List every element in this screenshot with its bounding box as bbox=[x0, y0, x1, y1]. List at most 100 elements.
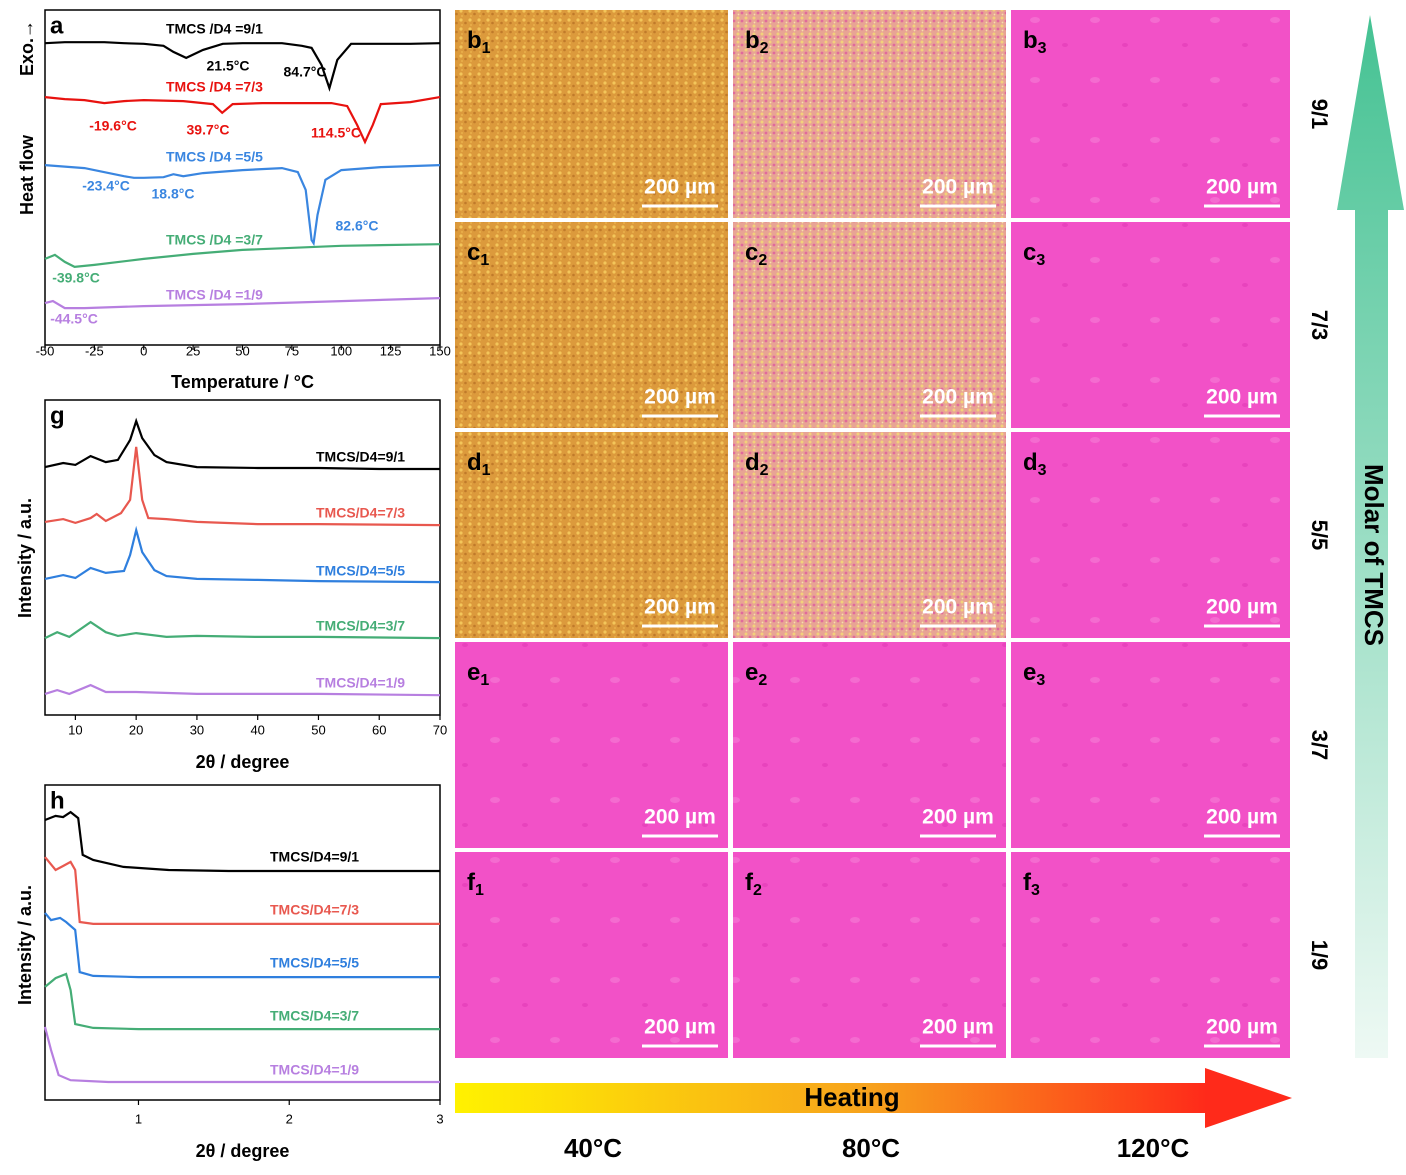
column-temperature: 120°C bbox=[1117, 1133, 1190, 1163]
scale-bar-label: 200 µm bbox=[1206, 386, 1278, 409]
micrograph bbox=[455, 852, 728, 1058]
x-tick-label: 20 bbox=[129, 722, 143, 737]
panel-letter: b bbox=[467, 27, 482, 54]
micrograph bbox=[733, 432, 1006, 638]
row-ratio: 1/9 bbox=[1307, 940, 1332, 971]
legend-label: TMCS/D4=7/3 bbox=[270, 902, 359, 918]
micrograph bbox=[733, 10, 1006, 218]
panel-label: g bbox=[50, 402, 65, 429]
panel-subscript: 2 bbox=[753, 882, 762, 899]
scale-bar-label: 200 µm bbox=[644, 596, 716, 619]
panel-subscript: 2 bbox=[760, 40, 769, 57]
molar-arrow bbox=[1337, 15, 1404, 1058]
peak-annotation: 114.5°C bbox=[311, 125, 361, 141]
panel-label: b1 bbox=[467, 27, 491, 57]
x-axis-title: Temperature / °C bbox=[171, 372, 314, 392]
scale-bar-label: 200 µm bbox=[922, 176, 994, 199]
panel-letter: b bbox=[745, 27, 760, 54]
peak-annotation: 39.7°C bbox=[187, 122, 230, 138]
scale-bar-label: 200 µm bbox=[922, 1016, 994, 1039]
panel-label: h bbox=[50, 787, 65, 814]
panel-letter: e bbox=[1023, 659, 1036, 686]
legend-label: TMCS /D4 =7/3 bbox=[166, 79, 263, 95]
scale-bar-label: 200 µm bbox=[644, 176, 716, 199]
panel-letter: e bbox=[745, 659, 758, 686]
series-line bbox=[44, 620, 441, 640]
panel-subscript: 1 bbox=[482, 462, 491, 479]
row-ratio: 7/3 bbox=[1307, 310, 1332, 341]
legend-label: TMCS/D4=5/5 bbox=[270, 955, 359, 971]
series-line bbox=[44, 912, 440, 979]
scale-bar-label: 200 µm bbox=[1206, 806, 1278, 829]
molar-label: Molar of TMCS bbox=[1359, 464, 1389, 646]
micrograph bbox=[1011, 432, 1290, 638]
panel-letter: e bbox=[467, 659, 480, 686]
scale-bar-label: 200 µm bbox=[644, 1016, 716, 1039]
series-line bbox=[44, 972, 440, 1031]
panel-letter: d bbox=[467, 449, 482, 476]
panel-label: d3 bbox=[1023, 449, 1047, 479]
series-line bbox=[44, 164, 441, 247]
series-line bbox=[44, 683, 441, 697]
peak-annotation: -39.8°C bbox=[52, 270, 100, 286]
x-tick-label: 50 bbox=[235, 343, 249, 358]
panel-label: d1 bbox=[467, 449, 491, 479]
x-tick-label: 50 bbox=[311, 722, 325, 737]
panel-label: c3 bbox=[1023, 239, 1045, 269]
column-temperature: 40°C bbox=[564, 1133, 622, 1163]
peak-annotation: -19.6°C bbox=[89, 118, 137, 134]
panel-letter: c bbox=[1023, 239, 1036, 266]
legend-label: TMCS /D4 =9/1 bbox=[166, 21, 263, 37]
legend-label: TMCS/D4=9/1 bbox=[270, 849, 359, 865]
scale-bar-label: 200 µm bbox=[1206, 1016, 1278, 1039]
scale-bar-label: 200 µm bbox=[644, 806, 716, 829]
micrograph bbox=[455, 642, 728, 848]
panel-letter: f bbox=[1023, 869, 1032, 896]
peak-annotation: 21.5°C bbox=[207, 58, 250, 74]
x-tick-label: 70 bbox=[433, 722, 447, 737]
y-axis-title: Heat flow bbox=[17, 134, 37, 215]
series-line bbox=[44, 297, 441, 310]
scale-bar-label: 200 µm bbox=[1206, 176, 1278, 199]
legend-label: TMCS /D4 =3/7 bbox=[166, 232, 263, 248]
panel-subscript: 2 bbox=[760, 462, 769, 479]
micrograph bbox=[455, 222, 728, 428]
series-line bbox=[44, 417, 440, 471]
series-line bbox=[44, 856, 440, 925]
plot-frame bbox=[44, 784, 441, 1101]
panel-label: c2 bbox=[745, 239, 767, 269]
x-tick-label: 60 bbox=[372, 722, 386, 737]
panel-label: f2 bbox=[745, 869, 762, 899]
panel-letter: b bbox=[1023, 27, 1038, 54]
legend-label: TMCS/D4=9/1 bbox=[316, 449, 405, 465]
series-line bbox=[44, 446, 441, 527]
panel-label: f3 bbox=[1023, 869, 1040, 899]
micrograph bbox=[1011, 642, 1290, 848]
x-tick-label: 75 bbox=[285, 343, 299, 358]
panel-letter: c bbox=[745, 239, 758, 266]
x-tick-label: 3 bbox=[436, 1111, 443, 1126]
micrograph bbox=[1011, 852, 1290, 1058]
heating-arrow-head bbox=[1205, 1068, 1292, 1128]
panel-subscript: 3 bbox=[1031, 882, 1040, 899]
panel-subscript: 1 bbox=[475, 882, 484, 899]
x-tick-label: 100 bbox=[330, 343, 352, 358]
panel-subscript: 2 bbox=[758, 252, 767, 269]
column-temperature: 80°C bbox=[842, 1133, 900, 1163]
panel-subscript: 3 bbox=[1038, 40, 1047, 57]
micrograph bbox=[733, 852, 1006, 1058]
micrograph bbox=[733, 222, 1006, 428]
scale-bar-label: 200 µm bbox=[644, 386, 716, 409]
series-line bbox=[44, 810, 440, 873]
panel-subscript: 1 bbox=[480, 672, 489, 689]
x-tick-label: 1 bbox=[135, 1111, 142, 1126]
x-tick-label: 40 bbox=[250, 722, 264, 737]
legend-label: TMCS /D4 =5/5 bbox=[166, 149, 263, 165]
x-tick-label: 2 bbox=[286, 1111, 293, 1126]
scale-bar-label: 200 µm bbox=[1206, 596, 1278, 619]
series-line bbox=[44, 525, 441, 584]
panel-subscript: 2 bbox=[758, 672, 767, 689]
panel-subscript: 1 bbox=[480, 252, 489, 269]
legend-label: TMCS/D4=1/9 bbox=[316, 675, 405, 691]
scale-bar-label: 200 µm bbox=[922, 386, 994, 409]
